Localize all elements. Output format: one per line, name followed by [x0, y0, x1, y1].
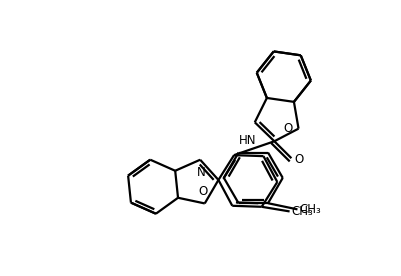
Text: O: O	[283, 122, 292, 135]
Text: O: O	[294, 153, 303, 166]
Text: CH₃: CH₃	[290, 205, 312, 218]
Text: O: O	[198, 185, 207, 198]
Text: N: N	[197, 166, 206, 179]
Text: HN: HN	[239, 134, 256, 147]
Text: CH₃: CH₃	[299, 203, 321, 216]
